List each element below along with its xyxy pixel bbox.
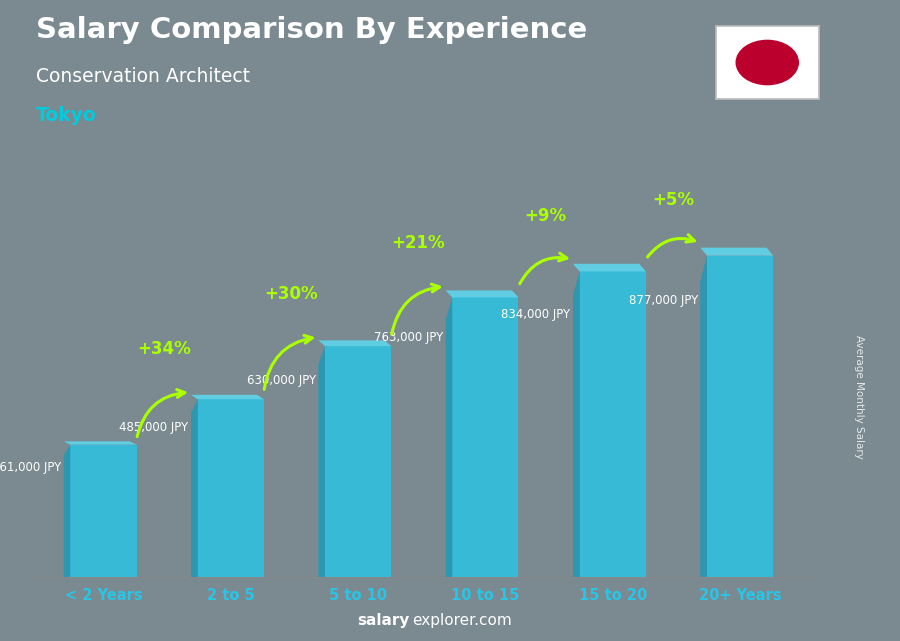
Polygon shape <box>64 442 137 445</box>
Text: Tokyo: Tokyo <box>36 106 96 125</box>
Polygon shape <box>446 297 453 577</box>
Bar <box>70 445 137 577</box>
Text: +9%: +9% <box>525 207 567 225</box>
Polygon shape <box>700 247 773 256</box>
Text: 834,000 JPY: 834,000 JPY <box>501 308 571 321</box>
Text: Conservation Architect: Conservation Architect <box>36 67 250 87</box>
Bar <box>706 256 773 577</box>
Polygon shape <box>573 264 646 271</box>
Text: 361,000 JPY: 361,000 JPY <box>0 460 61 474</box>
Text: explorer.com: explorer.com <box>412 613 512 628</box>
Text: +30%: +30% <box>265 285 318 303</box>
Polygon shape <box>191 395 264 399</box>
Polygon shape <box>446 290 518 297</box>
Polygon shape <box>319 346 325 577</box>
Bar <box>453 297 518 577</box>
Polygon shape <box>319 340 392 346</box>
Text: salary: salary <box>357 613 410 628</box>
Bar <box>198 399 264 577</box>
Text: 763,000 JPY: 763,000 JPY <box>374 331 443 344</box>
Text: Salary Comparison By Experience: Salary Comparison By Experience <box>36 16 587 44</box>
Polygon shape <box>700 256 706 577</box>
Polygon shape <box>64 445 70 577</box>
Polygon shape <box>191 399 198 577</box>
Text: 485,000 JPY: 485,000 JPY <box>120 420 188 433</box>
Text: +21%: +21% <box>392 234 446 252</box>
Circle shape <box>736 40 798 85</box>
Text: 877,000 JPY: 877,000 JPY <box>628 294 698 307</box>
Bar <box>580 271 646 577</box>
Bar <box>325 346 392 577</box>
Text: +5%: +5% <box>652 191 694 209</box>
Text: +34%: +34% <box>137 340 191 358</box>
Text: 630,000 JPY: 630,000 JPY <box>247 374 316 387</box>
Text: Average Monthly Salary: Average Monthly Salary <box>854 335 865 460</box>
Polygon shape <box>573 271 580 577</box>
